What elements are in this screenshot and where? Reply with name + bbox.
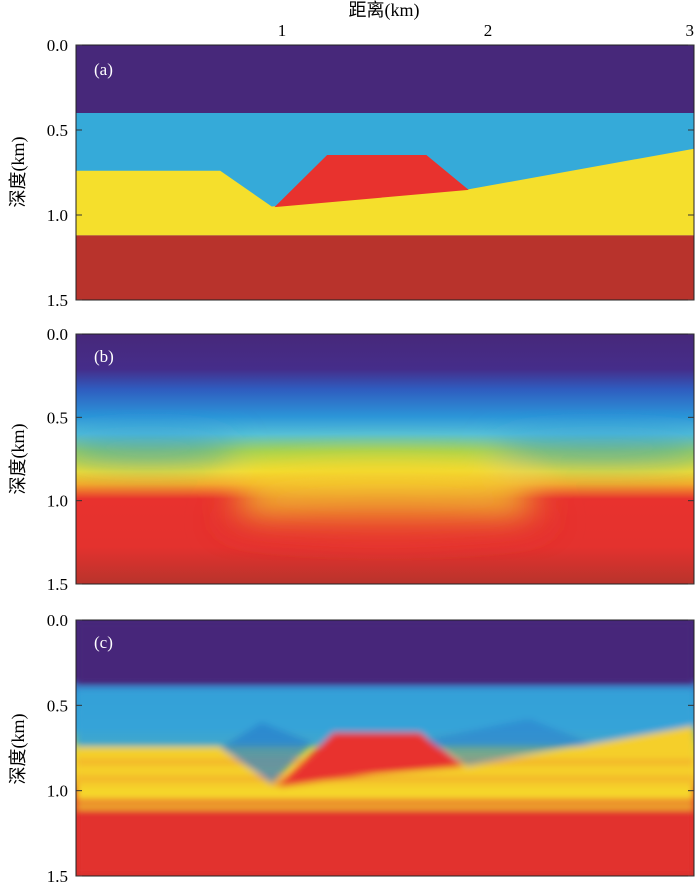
- layer-basement: [76, 148, 694, 236]
- y-tick-label: 0.5: [47, 408, 68, 427]
- x-axis-title: 距离(km): [349, 0, 420, 21]
- x-tick-label: 1: [278, 21, 287, 40]
- inv-basement: [76, 725, 694, 801]
- y-tick-label: 1.0: [47, 206, 68, 225]
- anomaly-red: [215, 502, 555, 539]
- anomaly-blue-right: [491, 431, 694, 464]
- inv-streak: [76, 790, 694, 795]
- inv-shadow-right: [426, 718, 591, 767]
- panel-b: (b) 深度(km) 0.0 0.5 1.0 1.5: [8, 325, 695, 594]
- panel-a-frame: [75, 44, 695, 301]
- panel-b-y-axis-title: 深度(km): [8, 424, 29, 495]
- y-tick-label: 1.0: [47, 782, 68, 801]
- inv-interface-line: [76, 804, 694, 810]
- anomaly-blue-left: [76, 431, 239, 464]
- y-tick-label: 0.5: [47, 121, 68, 140]
- panel-b-label: (b): [94, 347, 114, 366]
- y-tick-label: 0.5: [47, 696, 68, 715]
- panel-c: (c) 深度(km) 0.0 0.5 1.0 1.5: [8, 611, 695, 886]
- x-tick-label: 2: [484, 21, 493, 40]
- y-tick-label: 0.0: [47, 36, 68, 55]
- panel-c-y-ticks: 0.0 0.5 1.0 1.5: [47, 611, 694, 886]
- panel-c-inversion-result: [76, 620, 694, 876]
- panel-a: (a) 深度(km) 0.0 0.5 1.0 1.5: [8, 36, 695, 310]
- inv-salt-body: [277, 732, 464, 788]
- panel-b-anomaly: [76, 431, 694, 539]
- panel-a-y-ticks: 0.0 0.5 1.0 1.5: [47, 36, 694, 310]
- panel-c-frame: [75, 619, 695, 877]
- panel-c-y-axis-title: 深度(km): [8, 714, 29, 785]
- panel-a-velocity-model: [76, 45, 694, 300]
- panel-b-y-ticks: 0.0 0.5 1.0 1.5: [47, 325, 694, 594]
- panel-b-frame: [75, 333, 695, 585]
- inv-streak: [76, 777, 694, 782]
- salt-body: [274, 155, 469, 208]
- y-tick-label: 1.0: [47, 492, 68, 511]
- x-tick-label: 3: [686, 21, 695, 40]
- inv-deep: [76, 802, 694, 876]
- y-tick-label: 1.5: [47, 867, 68, 886]
- inv-shadow: [220, 722, 313, 784]
- y-tick-label: 1.5: [47, 575, 68, 594]
- y-tick-label: 0.0: [47, 611, 68, 630]
- panel-a-label: (a): [94, 60, 113, 79]
- y-tick-label: 0.0: [47, 325, 68, 344]
- panel-a-y-axis-title: 深度(km): [8, 137, 29, 208]
- inv-water: [76, 620, 694, 685]
- panel-c-label: (c): [94, 633, 113, 652]
- layer-water: [76, 45, 694, 113]
- layer-deep: [76, 235, 694, 300]
- y-tick-label: 1.5: [47, 291, 68, 310]
